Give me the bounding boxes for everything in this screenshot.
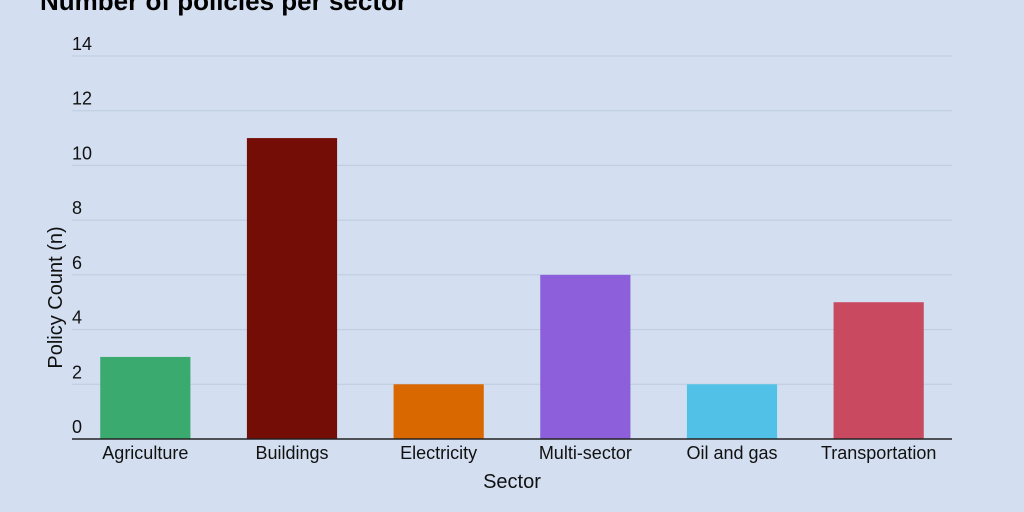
- x-axis-label: Sector: [483, 471, 541, 493]
- y-axis-label: Policy Count (n): [45, 226, 67, 368]
- x-tick-label: Buildings: [255, 443, 328, 463]
- y-tick-label: 2: [72, 362, 82, 382]
- x-tick-label: Electricity: [400, 443, 477, 463]
- bar-electricity: [393, 384, 484, 439]
- x-tick-label: Oil and gas: [686, 443, 777, 463]
- bars: [100, 138, 924, 440]
- y-tick-label: 10: [72, 143, 92, 163]
- x-axis-ticks: Agriculture Buildings Electricity Multi-sec…: [102, 443, 936, 463]
- y-tick-label: 4: [72, 308, 82, 328]
- bar-transportation: [833, 302, 924, 439]
- bar-multi-sector: [540, 274, 631, 439]
- x-tick-label: Agriculture: [102, 443, 188, 463]
- bar-agriculture: [100, 356, 191, 439]
- y-axis-ticks: 0 2 4 6 8 10 12 14: [72, 34, 92, 437]
- chart-title: Number of policies per sector: [40, 0, 407, 16]
- x-tick-label: Transportation: [821, 443, 936, 463]
- y-tick-label: 12: [72, 89, 92, 109]
- bar-buildings: [246, 138, 338, 440]
- y-tick-label: 0: [72, 417, 82, 437]
- bar-oil-and-gas: [686, 384, 778, 439]
- gridlines: [72, 55, 952, 385]
- x-tick-label: Multi-sector: [539, 443, 632, 463]
- y-tick-label: 8: [72, 198, 82, 218]
- y-tick-label: 14: [72, 34, 92, 54]
- y-tick-label: 6: [72, 253, 82, 273]
